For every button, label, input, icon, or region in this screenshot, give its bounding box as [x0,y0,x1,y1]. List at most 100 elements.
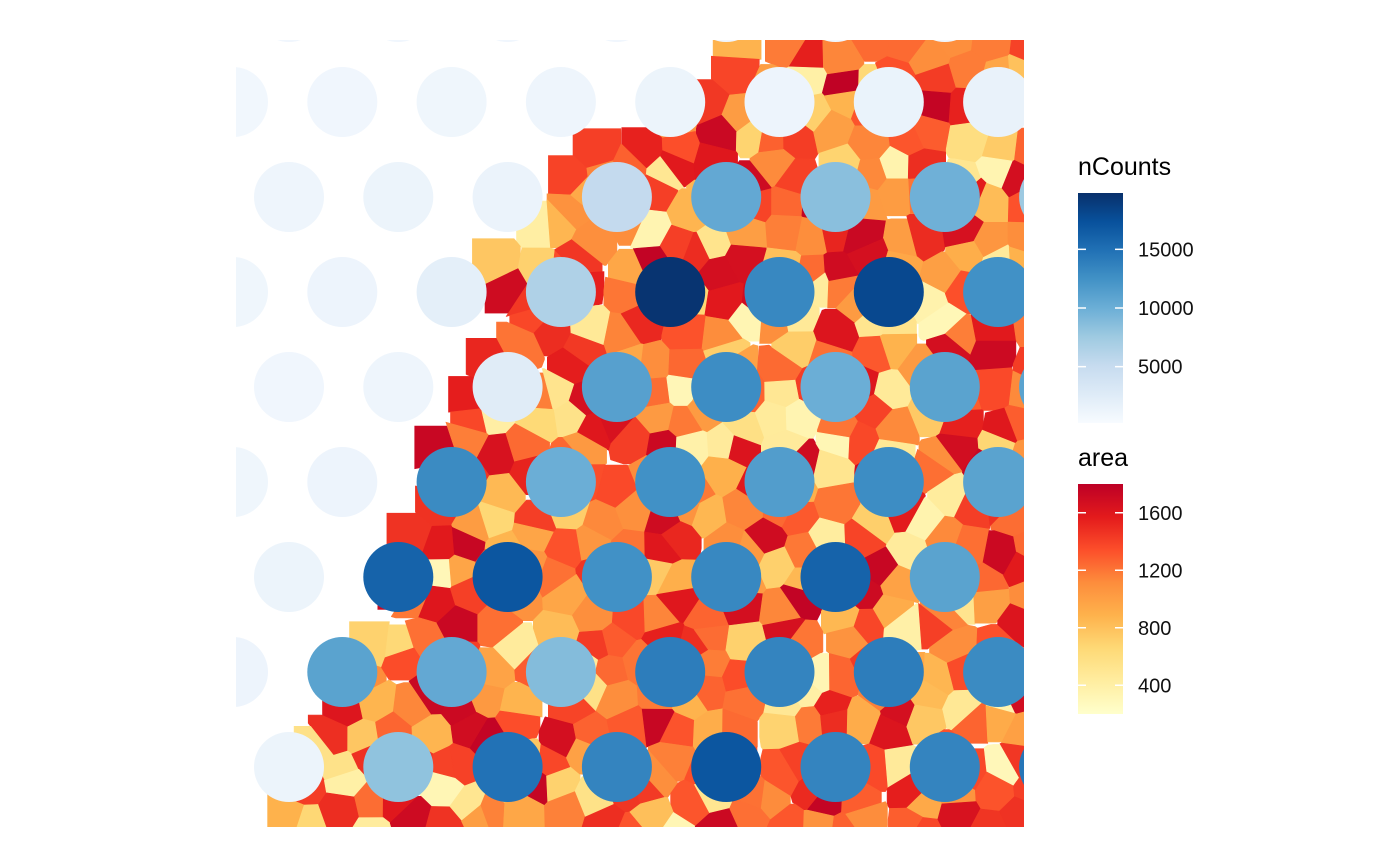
spot [307,257,378,327]
spot [472,162,543,232]
spot [495,40,520,42]
spot [236,257,268,327]
spot [933,40,957,42]
spot [635,447,706,517]
legend-ncounts-ticks: 5000 10000 15000 [1078,239,1194,379]
spot [581,732,652,802]
spot [1019,749,1024,785]
spot [691,542,762,612]
spot [581,352,652,422]
cell-polygon [389,795,432,827]
spot [581,542,652,612]
spot [853,257,924,327]
spot [363,162,434,232]
spot [417,827,487,866]
spot [472,732,543,802]
spot [416,447,487,517]
cell-polygon [1009,40,1024,61]
spot [254,162,324,232]
plot-panel [236,40,1033,866]
spot [525,67,596,137]
cell-polygon [1003,551,1024,588]
spot [744,257,815,327]
spot [416,257,487,327]
spot [307,447,378,517]
spot [416,67,487,137]
cell-polygon [1013,774,1024,801]
legend-area-tick-label: 400 [1138,675,1171,697]
cell-polygon [937,801,981,827]
spot [236,447,268,517]
spot [277,40,301,42]
cell-polygon [425,806,465,827]
spot [254,732,324,802]
legend-area-title: area [1078,444,1128,472]
cell-polygon [997,603,1024,649]
spot [236,67,268,137]
cell-polygon [968,340,1017,372]
spot [635,67,706,137]
spot [254,352,324,422]
legend-area-ticks: 400 800 1200 1600 [1078,503,1183,697]
legend-ncounts: nCounts 5000 10000 15000 [1078,153,1194,423]
spot [1019,369,1024,405]
spot [307,827,377,866]
spot [800,732,871,802]
legend-area-tick-label: 800 [1138,618,1171,640]
spot [472,352,543,422]
cell-polygon [766,803,805,827]
spot [909,542,980,612]
cell-polygon [1013,531,1024,557]
spot [525,257,596,327]
spot [363,352,434,422]
spot [254,542,324,612]
spot [909,162,980,232]
spot [800,352,871,422]
spot [963,637,1024,707]
spot [853,67,924,137]
legend-ncounts-title: nCounts [1078,153,1171,181]
legend-area-tick-label: 1200 [1138,560,1183,582]
legend-area-colorbar [1078,484,1123,714]
cell-polygon [618,811,643,827]
spot [745,827,815,866]
spot [386,40,410,42]
cell-polygon [803,809,835,827]
legend-ncounts-tick-label: 15000 [1138,239,1194,261]
spot [525,447,596,517]
spot [963,67,1024,137]
cell-polygon [352,817,392,827]
spot [963,827,1033,866]
spot [963,447,1024,517]
cell-polygon [318,792,360,827]
spot [635,827,705,866]
spot [744,637,815,707]
spot [853,447,924,517]
spot [714,40,738,42]
spot [909,732,980,802]
spot [909,352,980,422]
cell-polygon [999,796,1024,827]
spot [307,637,378,707]
spot [823,40,848,42]
spot [853,637,924,707]
spot [963,257,1024,327]
spot [691,162,762,232]
spot [605,40,629,42]
spot [472,542,543,612]
cell-polygon [1004,404,1024,442]
legend-ncounts-tick-label: 10000 [1138,298,1194,320]
cell-polygon [1014,127,1024,166]
cell-polygon [845,801,888,827]
spot [744,67,815,137]
spot [691,732,762,802]
spots-layer [236,40,1033,866]
spot [526,827,596,866]
cell-polygon [999,742,1024,779]
spot [800,162,871,232]
spot [581,162,652,232]
spot [635,637,706,707]
spot [525,637,596,707]
spot [635,257,706,327]
